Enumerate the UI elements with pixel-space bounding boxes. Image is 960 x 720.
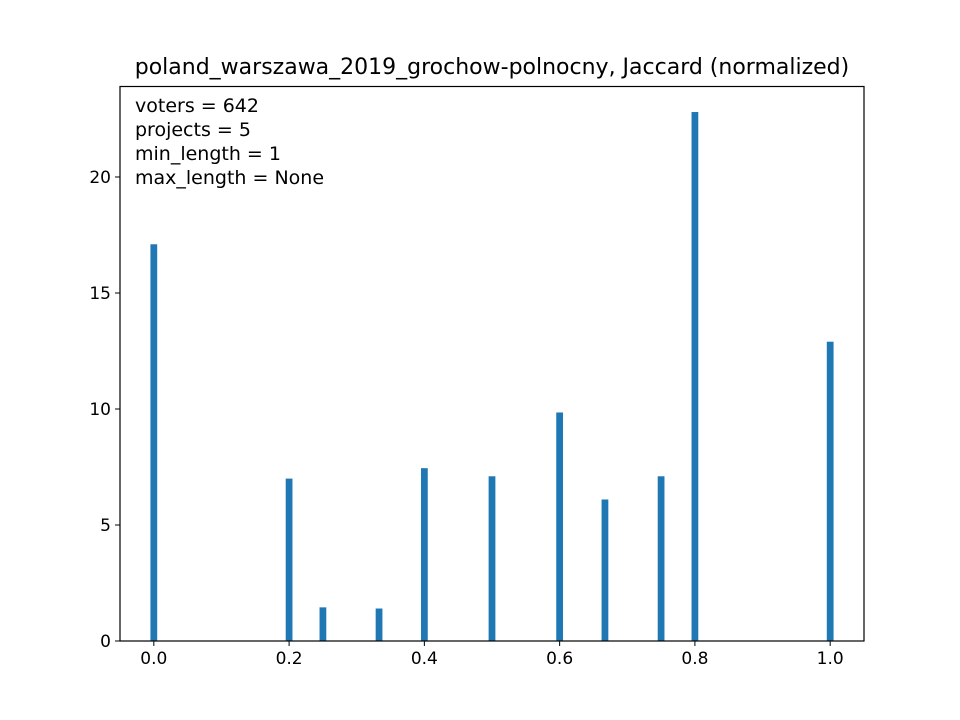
y-tick-label: 10 [89,400,111,420]
bar [150,244,158,641]
x-axis: 0.0 0.2 0.4 0.6 0.8 1.0 [140,641,844,669]
y-tick-label: 15 [89,284,111,304]
bar [826,341,834,641]
bar [488,476,496,641]
annotation-projects: projects = 5 [135,119,251,141]
x-tick-label: 0.6 [546,649,573,669]
chart-title: poland_warszawa_2019_grochow-polnocny, J… [135,55,849,80]
bar [657,476,665,641]
bar [285,478,293,641]
bar [556,412,564,641]
bar [375,608,383,641]
y-axis: 0 5 10 15 20 [89,168,120,652]
y-tick-label: 0 [100,632,111,652]
x-tick-label: 1.0 [817,649,844,669]
annotation-box: voters = 642 projects = 5 min_length = 1… [135,95,324,189]
annotation-voters: voters = 642 [135,95,259,117]
annotation-min-length: min_length = 1 [135,143,281,165]
y-tick-label: 5 [100,516,111,536]
bar [319,607,327,641]
x-tick-label: 0.8 [681,649,708,669]
bars-group [150,112,834,641]
annotation-max-length: max_length = None [135,167,324,189]
plot-frame [119,85,865,642]
x-tick-label: 0.2 [276,649,303,669]
bar [420,468,428,641]
y-tick-label: 20 [89,168,111,188]
bar [601,499,609,641]
x-tick-label: 0.4 [411,649,438,669]
x-tick-label: 0.0 [140,649,167,669]
bar [691,112,699,641]
